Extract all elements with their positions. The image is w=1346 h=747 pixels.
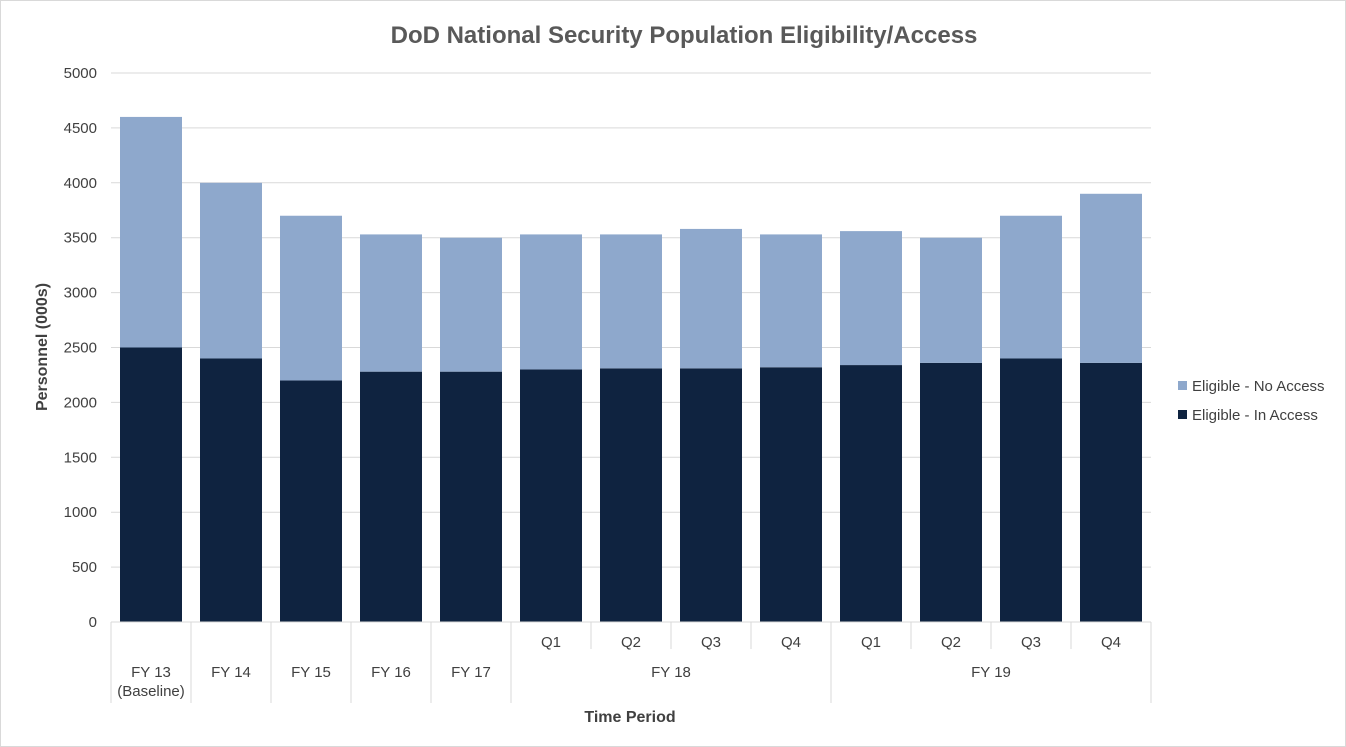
y-tick-label: 5000 <box>64 65 97 82</box>
x-tick-label: FY 14 <box>211 664 251 681</box>
legend: Eligible - No Access Eligible - In Access <box>1178 378 1325 424</box>
bar-no-access <box>280 215 342 381</box>
x-tick-label: Q3 <box>1021 634 1041 651</box>
y-tick-label: 4500 <box>64 120 97 137</box>
x-tick-label: FY 16 <box>371 664 411 681</box>
bar-no-access <box>680 228 742 369</box>
x-tick-label: Q2 <box>621 634 641 651</box>
bar-no-access <box>360 234 422 372</box>
x-tick-label: Q1 <box>861 634 881 651</box>
bar-in-access <box>1000 358 1062 622</box>
y-tick-label: 4000 <box>64 175 97 192</box>
legend-swatch <box>1178 381 1187 390</box>
bar-no-access <box>920 237 982 363</box>
bar-in-access <box>920 362 982 622</box>
x-axis-label: Time Period <box>584 709 675 726</box>
x-tick-label: FY 15 <box>291 664 331 681</box>
x-tick-label: Q2 <box>941 634 961 651</box>
y-tick-label: 2000 <box>64 394 97 411</box>
y-axis-label: Personnel (000s) <box>34 283 51 411</box>
bar-in-access <box>200 358 262 622</box>
bar-in-access <box>1080 362 1142 622</box>
legend-label: Eligible - No Access <box>1192 378 1325 395</box>
bar-no-access <box>1000 215 1062 359</box>
bar-no-access <box>840 231 902 366</box>
x-tick-label: FY 17 <box>451 664 491 681</box>
x-tick-label: Q3 <box>701 634 721 651</box>
bar-in-access <box>280 380 342 622</box>
bar-no-access <box>600 234 662 369</box>
bar-no-access <box>520 234 582 370</box>
x-axis: FY 13 (Baseline) FY 14 FY 15 FY 16 FY 17 Q1 Q2 Q… <box>110 621 1152 703</box>
x-tick-label: Q4 <box>1101 634 1121 651</box>
y-tick-label: 1500 <box>64 449 97 466</box>
bar-no-access <box>1080 193 1142 363</box>
bar-no-access <box>440 237 502 372</box>
bar-in-access <box>440 371 502 622</box>
x-tick-label: Q1 <box>541 634 561 651</box>
chart-title: DoD National Security Population Eligibi… <box>391 22 978 49</box>
y-axis-ticks: 0 500 1000 1500 2000 2500 3000 3500 4000 4500 5000 <box>64 65 97 631</box>
bar-in-access <box>120 347 182 622</box>
y-tick-label: 3500 <box>64 230 97 247</box>
bar-in-access <box>840 365 902 622</box>
bar-no-access <box>120 116 182 348</box>
x-group-label: FY 19 <box>971 664 1011 681</box>
x-group-label: FY 18 <box>651 664 691 681</box>
legend-label: Eligible - In Access <box>1192 407 1318 424</box>
y-tick-label: 500 <box>72 559 97 576</box>
bar-no-access <box>760 234 822 368</box>
bar-in-access <box>600 368 662 622</box>
bar-in-access <box>680 368 742 622</box>
bar-no-access <box>200 182 262 359</box>
bar-in-access <box>360 371 422 622</box>
x-tick-label: FY 13 <box>131 664 171 681</box>
bars <box>120 116 1142 622</box>
bar-in-access <box>520 369 582 622</box>
y-tick-label: 0 <box>89 614 97 631</box>
x-tick-label: (Baseline) <box>117 683 185 700</box>
y-tick-label: 2500 <box>64 340 97 357</box>
y-tick-label: 3000 <box>64 285 97 302</box>
x-tick-label: Q4 <box>781 634 801 651</box>
y-tick-label: 1000 <box>64 504 97 521</box>
legend-swatch <box>1178 410 1187 419</box>
bar-in-access <box>760 367 822 622</box>
